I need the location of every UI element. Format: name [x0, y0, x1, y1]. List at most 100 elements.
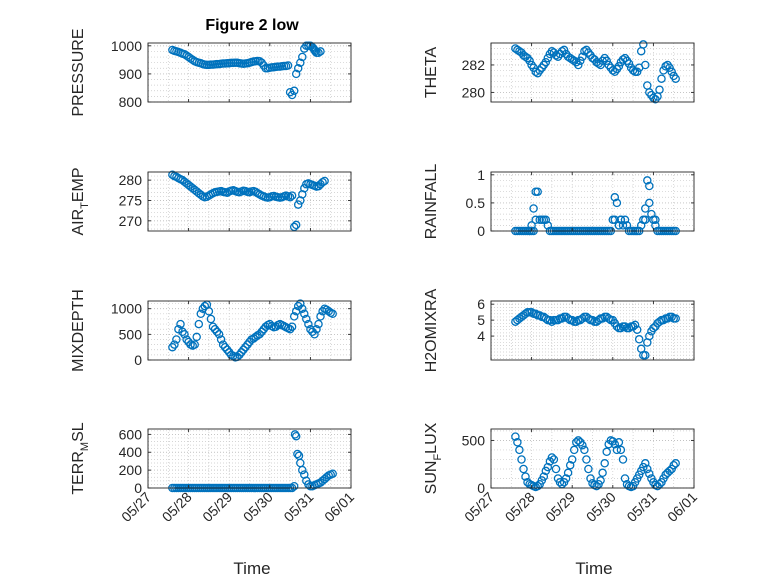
h2omixra-point [616, 323, 626, 333]
sunflux-point [620, 474, 630, 483]
h2omixra-point [578, 314, 587, 323]
theta-point [543, 53, 553, 63]
airtemp-series [168, 170, 329, 232]
sunflux-point [596, 476, 605, 485]
sunflux-point [645, 469, 654, 478]
sunflux-point [551, 464, 561, 474]
h2omixra-point [598, 314, 607, 323]
h2omixra-point [557, 314, 567, 323]
subplot-pressure: 800 900 1000 PRESSURE [70, 28, 352, 117]
theta-point [602, 56, 611, 66]
sunflux-point [539, 472, 549, 481]
pressure-axes-box [147, 42, 352, 103]
rainfall-point [641, 204, 650, 213]
mixdepth-point [306, 324, 315, 334]
mixdepth-point [216, 335, 226, 344]
h2omixra-point [663, 314, 672, 323]
mixdepth-ytick-label: 500 [119, 326, 143, 342]
airtemp-point [320, 176, 329, 186]
subplot-mixdepth: 0 500 1000 MIXDEPTH [70, 289, 352, 372]
sunflux-point [602, 447, 611, 457]
h2omixra-plot-area [491, 301, 694, 360]
sunflux-point [513, 438, 522, 447]
mixdepth-point [176, 319, 185, 329]
mixdepth-axes-box [147, 300, 352, 361]
x-axis-label-left: Time [233, 559, 270, 578]
rainfall-ytick-label: 0 [477, 223, 485, 239]
mixdepth-point [304, 319, 313, 329]
pressure-point [293, 64, 303, 73]
sunflux-point [610, 439, 620, 449]
mixdepth-point [312, 324, 321, 334]
theta-point [632, 67, 642, 77]
rainfall-point [641, 215, 650, 225]
mixdepth-point [170, 340, 179, 349]
sunflux-point [555, 478, 565, 487]
rainfall-point [622, 221, 632, 230]
h2omixra-ylabel: H2OMIXRA [423, 288, 440, 372]
mixdepth-point [212, 327, 222, 337]
h2omixra-point [667, 312, 676, 322]
subplot-rainfall: 0 0.5 1 RAINFALL [423, 164, 695, 239]
mixdepth-point [208, 322, 218, 331]
pressure-point [314, 48, 323, 58]
terrmsl-ytick-label: 0 [134, 480, 142, 496]
airtemp-point [285, 192, 295, 202]
mixdepth-point [210, 324, 220, 334]
airtemp-axes-box [147, 171, 352, 232]
sunflux-point [515, 445, 524, 455]
h2omixra-series [511, 307, 680, 360]
mixdepth-point [214, 330, 224, 339]
sunflux-point [580, 445, 589, 455]
sunflux-point [547, 453, 557, 462]
rainfall-point [651, 221, 660, 230]
terrmsl-axes-box [147, 428, 352, 489]
theta-point [574, 60, 583, 70]
terrmsl-point [328, 469, 337, 478]
theta-point [531, 67, 540, 77]
figure-title: Figure 2 low [205, 17, 299, 34]
h2omixra-ytick-label: 6 [477, 296, 485, 312]
terrmsl-ytick-label: 600 [119, 426, 143, 442]
pressure-ylabel: PRESSURE [70, 28, 87, 116]
theta-point [641, 60, 650, 70]
mixdepth-point [328, 309, 337, 319]
theta-ytick-label: 280 [462, 84, 486, 100]
theta-ytick-label: 282 [462, 57, 486, 73]
sunflux-point [574, 436, 583, 445]
mixdepth-point [296, 299, 305, 308]
h2omixra-grid [490, 300, 695, 360]
rainfall-point [618, 221, 628, 230]
mixdepth-point [204, 307, 214, 316]
theta-grid [490, 42, 695, 102]
terrmsl-point [291, 431, 301, 441]
mixdepth-point [180, 330, 189, 339]
rainfall-point [614, 221, 624, 230]
terrmsl-point [290, 430, 300, 439]
theta-series [511, 40, 680, 104]
airtemp-ytick-label: 280 [119, 172, 143, 188]
sunflux-axes-box [490, 428, 695, 489]
terrmsl-ytick-label: 400 [119, 444, 143, 460]
pressure-point [287, 90, 297, 100]
mixdepth-point [178, 327, 187, 337]
theta-point [578, 52, 587, 61]
sunflux-ytick-label: 0 [477, 480, 485, 496]
h2omixra-point [645, 331, 654, 341]
theta-point [608, 66, 618, 75]
mixdepth-point [243, 340, 252, 349]
mixdepth-point [218, 340, 228, 349]
sunflux-point [569, 445, 579, 455]
theta-point [639, 40, 648, 49]
rainfall-point [612, 198, 622, 208]
sunflux-point [671, 459, 680, 468]
mixdepth-point [222, 345, 232, 354]
pressure-series [168, 41, 325, 100]
sunflux-point [612, 445, 622, 455]
mixdepth-point [229, 351, 238, 361]
airtemp-point [289, 222, 299, 232]
h2omixra-point [641, 350, 650, 360]
sunflux-point [598, 468, 607, 478]
rainfall-point [616, 215, 626, 225]
